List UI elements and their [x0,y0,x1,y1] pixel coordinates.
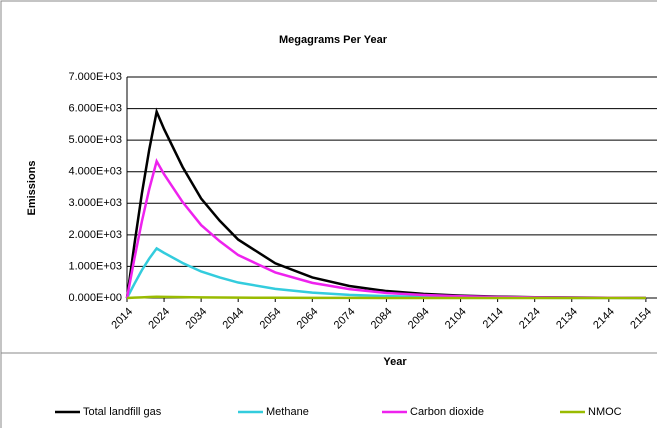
y-tick-label: 1.000E+03 [68,260,122,272]
y-tick-label: 7.000E+03 [68,71,122,83]
chart-title: Megagrams Per Year [279,34,388,46]
y-tick-label: 4.000E+03 [68,166,122,178]
y-axis-label: Emissions [26,160,38,215]
y-tick-label: 5.000E+03 [68,134,122,146]
legend-label: NMOC [588,406,622,418]
legend-label: Methane [266,406,309,418]
y-tick-label: 6.000E+03 [68,102,122,114]
legend-label: Total landfill gas [83,406,162,418]
legend-label: Carbon dioxide [410,406,484,418]
y-tick-label: 2.000E+03 [68,229,122,241]
series-line [126,295,646,300]
y-tick-label: 3.000E+03 [68,197,122,209]
x-axis-label: Year [383,356,407,368]
y-tick-label: 0.000E+00 [68,292,122,304]
